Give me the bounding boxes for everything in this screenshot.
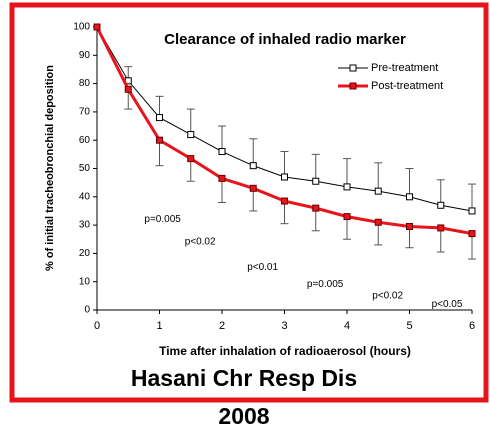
y-tick-label: 50 [79, 163, 91, 174]
series-line [96, 26, 473, 212]
data-point [468, 230, 476, 238]
legend-label: Pre-treatment [371, 62, 438, 74]
x-axis-label: Time after inhalation of radioaerosol (h… [159, 344, 411, 358]
y-tick-label: 20 [79, 248, 91, 259]
annotation: p<0.01 [247, 262, 278, 273]
data-point [249, 184, 257, 192]
y-tick-label: 30 [79, 220, 91, 231]
data-point [187, 131, 195, 139]
data-point [187, 155, 195, 163]
data-point [281, 197, 288, 205]
data-point [343, 213, 351, 221]
y-tick-label: 10 [79, 276, 91, 287]
data-point [468, 207, 476, 215]
y-tick-label: 0 [84, 305, 90, 316]
data-point [249, 162, 257, 170]
data-point [218, 148, 226, 156]
y-tick-label: 70 [79, 107, 91, 118]
slide-frame [9, 2, 489, 403]
data-point [406, 193, 413, 201]
x-tick-label: 2 [219, 320, 225, 332]
data-point [437, 224, 445, 232]
y-axis-label: % of initial tracheobronchial deposition [44, 65, 56, 271]
annotation: p=0.005 [144, 214, 181, 225]
annotation: p<0.05 [432, 299, 463, 310]
x-tick-label: 0 [94, 320, 100, 332]
y-tick-label: 90 [79, 50, 91, 61]
data-point [312, 204, 320, 212]
y-tick-label: 60 [79, 135, 91, 146]
annotation: p<0.02 [372, 290, 403, 301]
legend-label: Post-treatment [371, 80, 443, 92]
data-point [281, 173, 288, 181]
data-point [343, 183, 351, 191]
annotation: p<0.02 [185, 237, 216, 248]
y-tick-label: 40 [79, 191, 91, 202]
caption: Hasani Chr Resp Dis [131, 365, 357, 391]
data-point [374, 218, 382, 226]
x-tick-label: 4 [344, 320, 350, 332]
data-point [124, 85, 132, 93]
y-tick-label: 100 [73, 22, 90, 33]
x-tick-label: 6 [469, 320, 475, 332]
data-point [374, 187, 382, 195]
data-point [437, 201, 445, 209]
legend-marker [349, 82, 357, 90]
x-tick-label: 3 [281, 320, 287, 332]
x-tick-label: 1 [156, 320, 162, 332]
data-point [406, 223, 413, 231]
legend-marker [349, 64, 357, 72]
data-point [156, 136, 163, 144]
caption: 2008 [218, 403, 269, 429]
chart-title: Clearance of inhaled radio marker [164, 31, 406, 48]
x-tick-label: 5 [406, 320, 412, 332]
data-point [156, 114, 163, 122]
y-tick-label: 80 [79, 78, 91, 89]
data-point [93, 23, 101, 31]
annotation: p=0.005 [307, 279, 344, 290]
data-point [312, 177, 320, 185]
data-point [218, 174, 226, 182]
